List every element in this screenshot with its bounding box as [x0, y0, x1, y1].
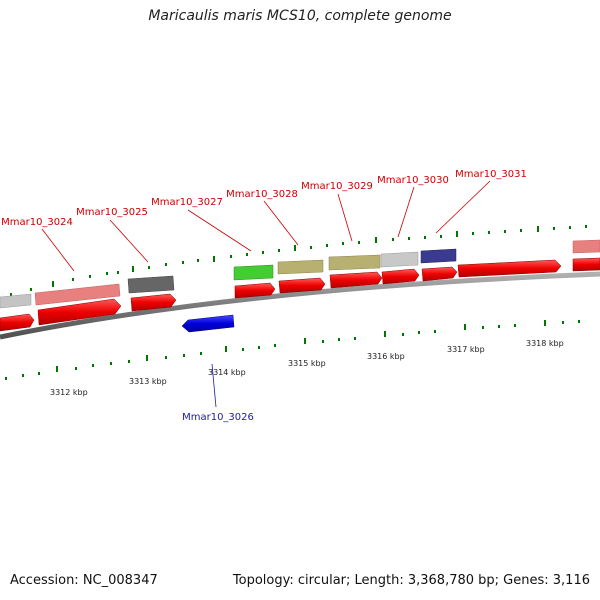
- gene-bar-mmar10-3024[interactable]: [34, 283, 121, 306]
- leader-line-mmar10-3027: [187, 209, 252, 252]
- cds-arrow[interactable]: [37, 298, 122, 326]
- gene-bar-mmar10-3030[interactable]: [420, 248, 457, 264]
- cds-arrow[interactable]: [278, 277, 326, 294]
- gene-bar-mmar10-3028[interactable]: [277, 259, 324, 275]
- lower-tick-row: [5, 320, 580, 380]
- gene-label-mmar10-3028[interactable]: Mmar10_3028: [226, 189, 298, 200]
- genome-backbone: [0, 271, 600, 340]
- gene-bar-mmar10-3029[interactable]: [328, 254, 381, 271]
- gene-bar-grey-left[interactable]: [0, 293, 32, 309]
- gene-bar-pink-right[interactable]: [572, 239, 600, 254]
- leader-line-mmar10-3028: [263, 200, 299, 246]
- leader-line-mmar10-3025: [109, 219, 149, 263]
- gene-label-mmar10-3029[interactable]: Mmar10_3029: [301, 181, 373, 192]
- cds-arrow[interactable]: [0, 313, 35, 332]
- upper-tick-row: [10, 225, 587, 296]
- cds-arrow[interactable]: [572, 257, 600, 272]
- gene-label-mmar10-3026[interactable]: Mmar10_3026: [182, 412, 254, 423]
- gene-bar-track: [0, 239, 600, 309]
- cds-arrow[interactable]: [234, 282, 276, 299]
- cds-arrow[interactable]: [381, 268, 420, 285]
- gene-label-mmar10-3027[interactable]: Mmar10_3027: [151, 197, 223, 208]
- scale-label: 3317 kbp: [447, 345, 485, 354]
- scale-label: 3318 kbp: [526, 339, 564, 348]
- scale-label: 3314 kbp: [208, 368, 246, 377]
- gene-label-mmar10-3025[interactable]: Mmar10_3025: [76, 207, 148, 218]
- leader-line-mmar10-3026: [211, 363, 217, 408]
- gene-label-mmar10-3030[interactable]: Mmar10_3030: [377, 175, 449, 186]
- gene-bar-grey-mid[interactable]: [380, 251, 419, 268]
- scale-labels: 3312 kbp 3313 kbp 3314 kbp 3315 kbp 3316…: [50, 339, 564, 397]
- leader-line-mmar10-3029: [337, 193, 353, 242]
- genome-summary-label: Topology: circular; Length: 3,368,780 bp…: [232, 573, 590, 588]
- page-title: Maricaulis maris MCS10, complete genome: [148, 8, 452, 24]
- cds-arrow[interactable]: [457, 259, 562, 278]
- accession-label: Accession: NC_008347: [10, 573, 158, 588]
- leader-line-mmar10-3024: [41, 228, 75, 272]
- gene-label-mmar10-3024[interactable]: Mmar10_3024: [1, 217, 73, 228]
- scale-label: 3313 kbp: [129, 377, 167, 386]
- reverse-cds-arrow-mmar10-3026[interactable]: [181, 314, 235, 333]
- scale-label: 3316 kbp: [367, 352, 405, 361]
- gene-bar-mmar10-3025[interactable]: [127, 275, 175, 294]
- scale-label: 3315 kbp: [288, 359, 326, 368]
- cds-arrow[interactable]: [421, 266, 458, 282]
- cds-arrow[interactable]: [329, 271, 383, 289]
- scale-label: 3312 kbp: [50, 388, 88, 397]
- leader-line-mmar10-3031: [435, 180, 491, 234]
- gene-labels: Mmar10_3024 Mmar10_3025 Mmar10_3027 Mmar…: [1, 169, 527, 423]
- cds-arrow[interactable]: [130, 293, 177, 312]
- gene-bar-mmar10-3027[interactable]: [233, 264, 274, 281]
- gene-label-mmar10-3031[interactable]: Mmar10_3031: [455, 169, 527, 180]
- gene-leader-lines: [41, 180, 491, 408]
- leader-line-mmar10-3030: [397, 186, 415, 238]
- forward-cds-track: [0, 257, 600, 332]
